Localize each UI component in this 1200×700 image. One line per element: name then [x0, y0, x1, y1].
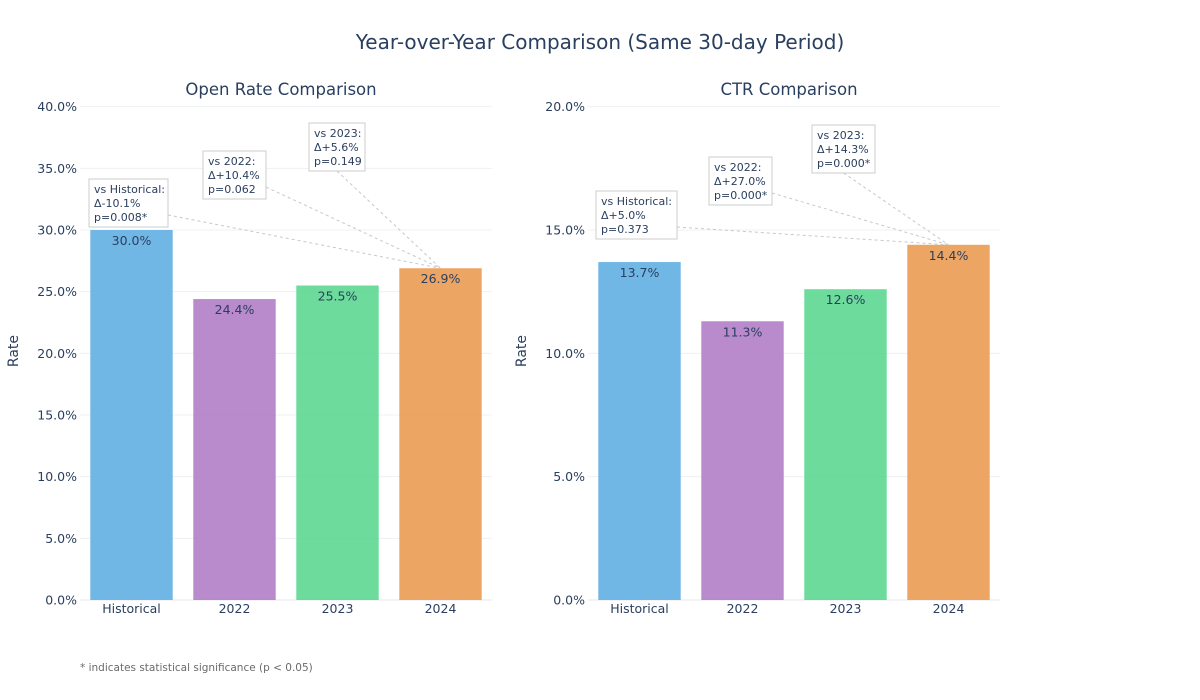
x-tick-label: 2023	[322, 601, 354, 616]
annotation-text: p=0.000*	[817, 157, 871, 170]
bar-value-label: 25.5%	[318, 289, 358, 304]
bar-2024	[907, 244, 990, 601]
x-tick-label: 2023	[830, 601, 862, 616]
annotation-text: Δ+27.0%	[714, 175, 766, 188]
bar-historical	[598, 262, 681, 600]
bar-value-label: 24.4%	[215, 302, 255, 317]
annotation-arrow	[771, 192, 949, 246]
y-tick-label: 40.0%	[37, 99, 77, 114]
bar-2023	[296, 285, 379, 600]
bar-value-label: 14.4%	[929, 248, 969, 263]
y-tick-label: 0.0%	[553, 593, 585, 608]
annotation-text: vs Historical:	[94, 183, 165, 196]
x-tick-label: Historical	[102, 601, 161, 616]
bar-value-label: 13.7%	[620, 265, 660, 280]
footnote: * indicates statistical significance (p …	[80, 662, 313, 674]
y-axis-label: Rate	[514, 335, 530, 367]
subplot-title: CTR Comparison	[720, 80, 857, 99]
annotation-box	[811, 124, 876, 174]
subplot-title: Open Rate Comparison	[185, 80, 376, 99]
x-tick-label: 2022	[727, 601, 759, 616]
y-tick-label: 35.0%	[37, 161, 77, 176]
annotation-box	[595, 190, 678, 240]
annotation-arrow	[336, 170, 441, 269]
chart-panel-1: Open Rate Comparison 0.0% 5.0% 10.0% 15.0% 20…	[6, 80, 492, 616]
y-tick-label: 0.0%	[45, 593, 77, 608]
annotation-text: p=0.008*	[94, 211, 148, 224]
bar-2022	[193, 299, 276, 600]
bar-2023	[804, 289, 887, 600]
bar-value-label: 11.3%	[723, 324, 763, 339]
y-tick-label: 20.0%	[545, 99, 585, 114]
annotation-text: vs Historical:	[601, 195, 672, 208]
bar-value-label: 30.0%	[112, 233, 152, 248]
y-tick-label: 20.0%	[37, 346, 77, 361]
annotation-text: p=0.373	[601, 223, 649, 236]
annotation-text: p=0.000*	[714, 189, 768, 202]
y-tick-label: 10.0%	[37, 469, 77, 484]
bar-value-label: 12.6%	[826, 292, 866, 307]
annotation-box	[308, 122, 366, 172]
x-tick-label: 2024	[425, 601, 457, 616]
annotation-arrow	[167, 214, 441, 269]
y-tick-label: 25.0%	[37, 284, 77, 299]
annotation-arrow	[843, 172, 949, 246]
annotation-text: vs 2022:	[208, 155, 255, 168]
annotation-arrow	[265, 186, 441, 269]
y-tick-label: 15.0%	[545, 223, 585, 238]
y-tick-label: 30.0%	[37, 223, 77, 238]
x-tick-label: 2022	[219, 601, 251, 616]
chart-panel-2: CTR Comparison 0.0% 5.0% 10.0% 15.0% 20.0% Rat…	[514, 80, 1000, 616]
y-tick-label: 15.0%	[37, 408, 77, 423]
bar-2022	[701, 321, 784, 600]
annotation-text: p=0.062	[208, 183, 256, 196]
annotation-text: vs 2023:	[817, 129, 864, 142]
annotation-box	[202, 150, 267, 200]
annotation-text: vs 2023:	[314, 127, 361, 140]
annotation-text: Δ+5.6%	[314, 141, 359, 154]
y-tick-label: 5.0%	[553, 469, 585, 484]
bar-2024	[399, 268, 482, 600]
annotation-box	[88, 178, 169, 228]
annotation-text: vs 2022:	[714, 161, 761, 174]
annotation-text: Δ+14.3%	[817, 143, 869, 156]
chart-title: Year-over-Year Comparison (Same 30-day P…	[355, 30, 845, 54]
annotation-text: Δ+5.0%	[601, 209, 646, 222]
annotation-text: p=0.149	[314, 155, 362, 168]
x-tick-label: 2024	[933, 601, 965, 616]
annotation-text: Δ-10.1%	[94, 197, 140, 210]
annotation-box	[708, 156, 773, 206]
annotation-text: Δ+10.4%	[208, 169, 260, 182]
bar-historical	[90, 230, 173, 600]
bar-value-label: 26.9%	[421, 271, 461, 286]
y-tick-label: 5.0%	[45, 531, 77, 546]
x-tick-label: Historical	[610, 601, 669, 616]
y-tick-label: 10.0%	[545, 346, 585, 361]
y-axis-label: Rate	[6, 335, 22, 367]
